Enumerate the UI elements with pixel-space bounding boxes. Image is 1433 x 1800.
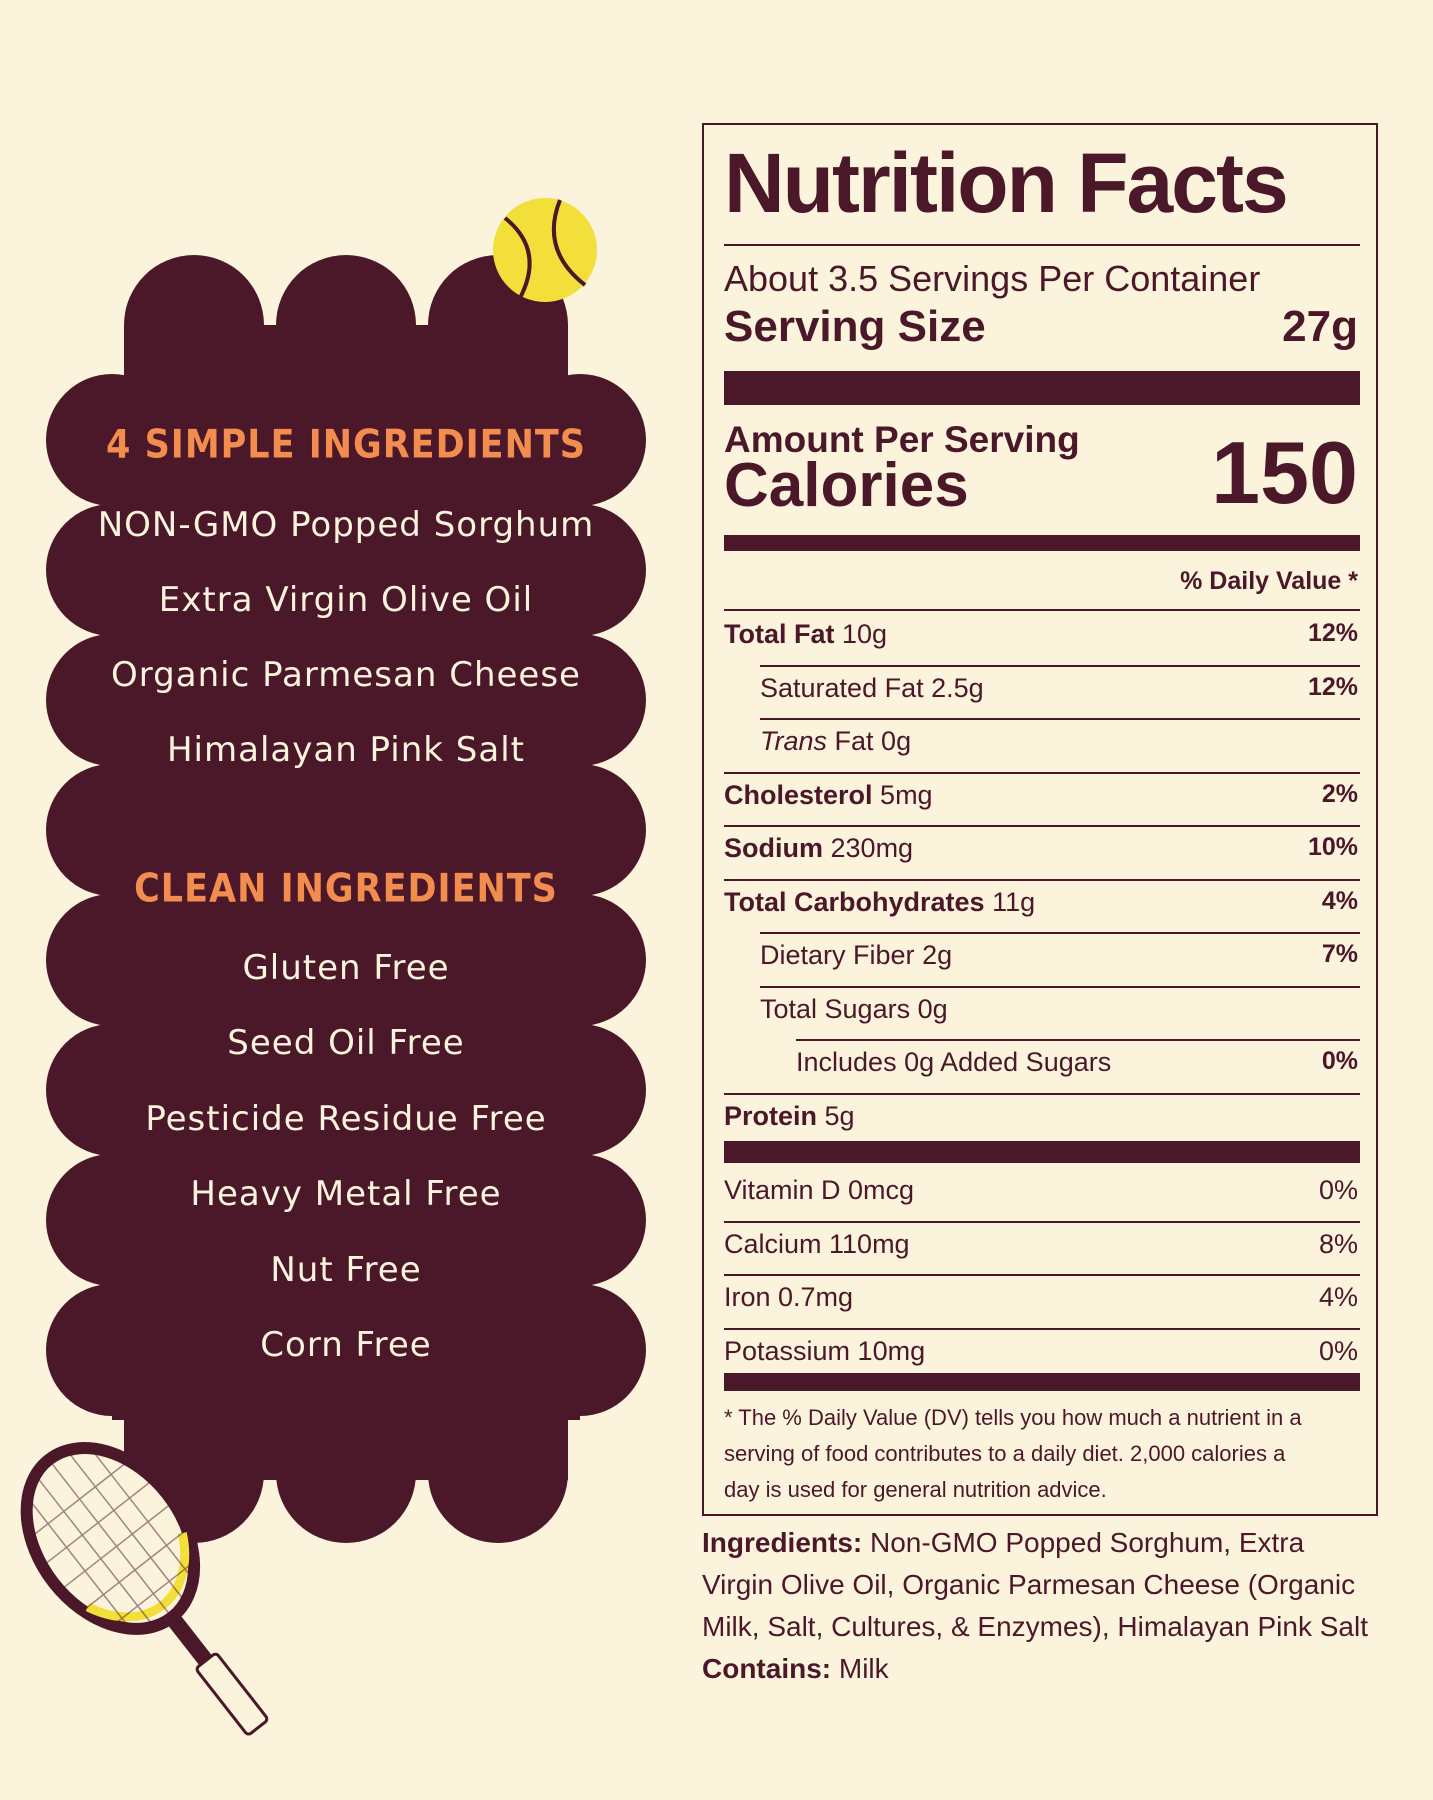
nutrient-daily-value: 4% bbox=[1321, 886, 1358, 915]
nutrient-daily-value: 12% bbox=[1307, 672, 1358, 701]
clean-ingredient-item: Pesticide Residue Free bbox=[145, 1099, 547, 1139]
contains-label: Contains: bbox=[702, 1653, 832, 1684]
tennis-ball-icon bbox=[493, 198, 597, 302]
simple-ingredients-heading: 4 SIMPLE INGREDIENTS bbox=[106, 422, 586, 468]
nutrient-daily-value: 10% bbox=[1307, 833, 1358, 861]
vitamin-row: Potassium 10mg bbox=[724, 1335, 926, 1366]
nutrient-daily-value: 12% bbox=[1307, 619, 1358, 647]
vitamin-daily-value: 0% bbox=[1318, 1335, 1358, 1366]
simple-ingredient-item: Himalayan Pink Salt bbox=[166, 730, 525, 770]
nutrition-facts-title: Nutrition Facts bbox=[724, 136, 1289, 230]
clean-ingredient-item: Nut Free bbox=[270, 1250, 422, 1290]
clean-ingredient-item: Seed Oil Free bbox=[227, 1023, 465, 1063]
nutrient-row: Total Fat 10g bbox=[724, 619, 888, 649]
footnote: * The % Daily Value (DV) tells you how m… bbox=[724, 1405, 1302, 1502]
simple-ingredient-item: Extra Virgin Olive Oil bbox=[158, 580, 534, 620]
simple-ingredient-item: NON-GMO Popped Sorghum bbox=[97, 505, 595, 545]
nutrient-row: Dietary Fiber 2g bbox=[760, 940, 953, 970]
vitamin-row: Vitamin D 0mcg bbox=[724, 1175, 915, 1205]
nutrient-row: Sodium 230mg bbox=[724, 833, 914, 863]
tennis-racket-icon bbox=[20, 1442, 269, 1736]
servings-per-container: About 3.5 Servings Per Container bbox=[724, 258, 1261, 299]
vitamin-row: Iron 0.7mg bbox=[724, 1282, 854, 1312]
nutrient-row: Includes 0g Added Sugars bbox=[796, 1047, 1112, 1077]
simple-ingredient-item: Organic Parmesan Cheese bbox=[111, 655, 581, 695]
amount-per-serving: Amount Per Serving bbox=[724, 419, 1080, 460]
clean-ingredient-item: Gluten Free bbox=[242, 948, 450, 988]
nutrition-facts-label: Nutrition Facts About 3.5 Servings Per C… bbox=[702, 123, 1378, 1516]
serving-size-label: Serving Size bbox=[724, 302, 986, 351]
clean-ingredients-heading: CLEAN INGREDIENTS bbox=[134, 866, 558, 912]
ingredients-statement: Ingredients: Non-GMO Popped Sorghum, Ext… bbox=[702, 1527, 1368, 1684]
vitamin-daily-value: 8% bbox=[1318, 1228, 1358, 1259]
vitamin-row: Calcium 110mg bbox=[724, 1228, 910, 1259]
nutrient-row: Total Sugars 0g bbox=[760, 993, 948, 1024]
nutrient-daily-value: 0% bbox=[1321, 1047, 1358, 1075]
calories-value: 150 bbox=[1211, 423, 1358, 522]
ingredients-label: Ingredients: bbox=[702, 1527, 863, 1558]
clean-ingredient-item: Corn Free bbox=[260, 1325, 432, 1365]
ingredients-text: Non-GMO Popped Sorghum, Extra bbox=[862, 1527, 1305, 1558]
nutrient-daily-value: 7% bbox=[1321, 940, 1358, 968]
contains-value: Milk bbox=[831, 1653, 889, 1684]
clean-ingredient-item: Heavy Metal Free bbox=[190, 1174, 502, 1214]
nutrient-row: Cholesterol 5mg bbox=[724, 779, 933, 810]
nutrient-row: Total Carbohydrates 11g bbox=[724, 886, 1036, 917]
nutrient-row: Trans Fat 0g bbox=[760, 726, 912, 756]
calories-label: Calories bbox=[724, 451, 969, 520]
nutrient-daily-value: 2% bbox=[1321, 779, 1358, 808]
vitamin-daily-value: 0% bbox=[1318, 1175, 1358, 1205]
daily-value-header: % Daily Value * bbox=[1180, 567, 1358, 595]
ingredients-scalloped-panel bbox=[20, 198, 646, 1736]
serving-size-value: 27g bbox=[1282, 302, 1358, 351]
nutrient-row: Saturated Fat 2.5g bbox=[760, 672, 984, 703]
vitamin-daily-value: 4% bbox=[1318, 1282, 1358, 1312]
nutrient-row: Protein 5g bbox=[724, 1100, 855, 1131]
